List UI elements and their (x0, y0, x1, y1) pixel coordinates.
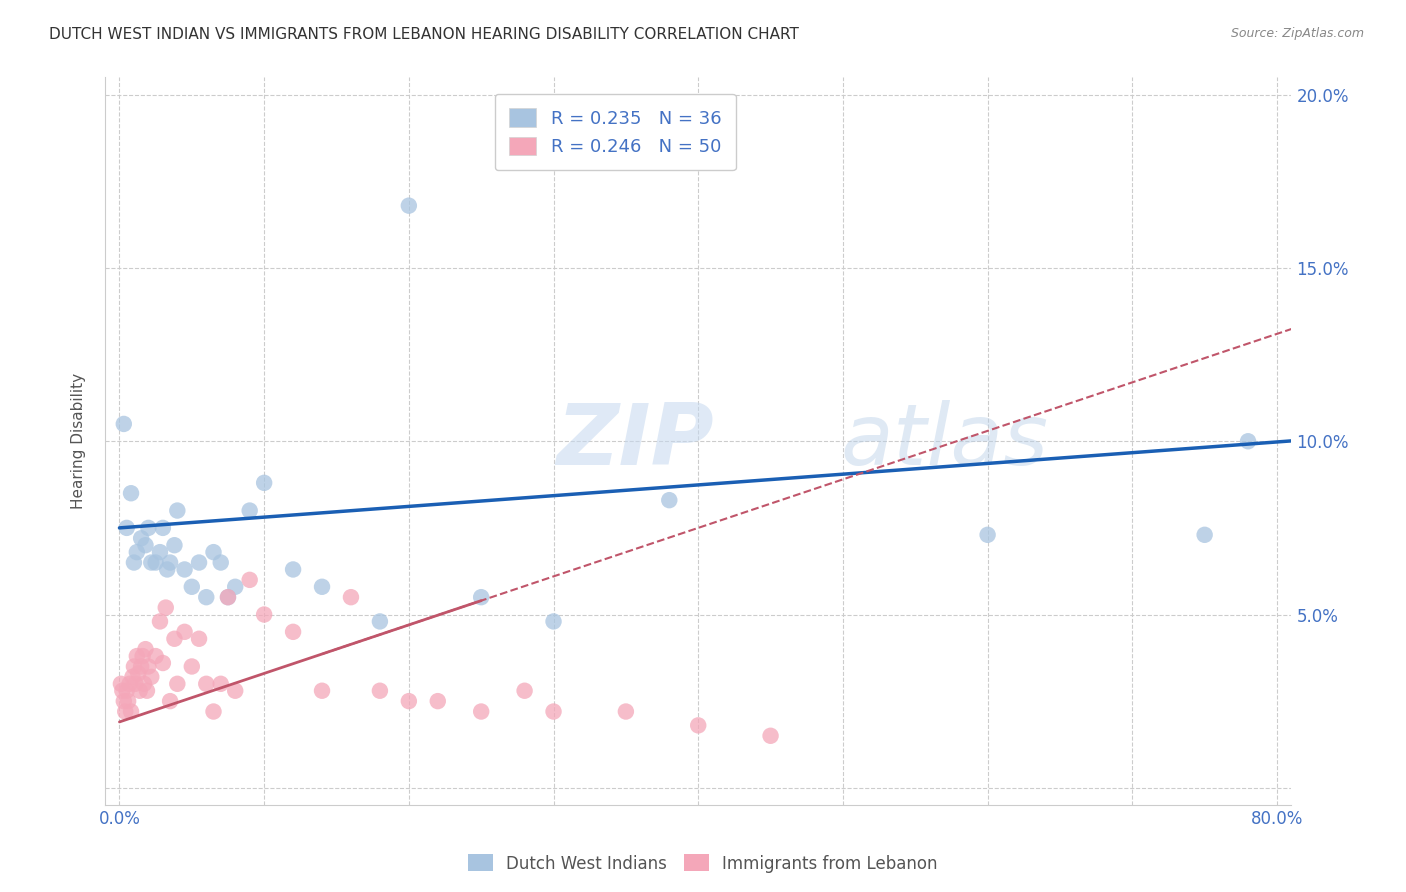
Point (124, 677, 146, 691)
Point (470, 705, 492, 719)
Point (166, 677, 188, 691)
Point (131, 649, 153, 664)
Point (1194, 528, 1216, 542)
Point (340, 590, 363, 604)
Point (195, 590, 218, 604)
Point (188, 556, 211, 570)
Point (239, 573, 262, 587)
Point (614, 705, 637, 719)
Text: atlas: atlas (841, 400, 1049, 483)
Point (239, 503, 262, 517)
Point (173, 562, 195, 576)
Point (155, 600, 177, 615)
Point (180, 659, 202, 673)
Point (159, 694, 181, 708)
Point (110, 677, 132, 691)
Point (281, 562, 304, 576)
Point (1237, 434, 1260, 449)
Point (134, 642, 156, 657)
Point (163, 538, 186, 552)
Point (253, 475, 276, 490)
Point (311, 580, 333, 594)
Point (149, 615, 172, 629)
Point (141, 670, 163, 684)
Point (111, 683, 134, 698)
Point (209, 556, 232, 570)
Legend: Dutch West Indians, Immigrants from Lebanon: Dutch West Indians, Immigrants from Leba… (461, 847, 945, 880)
Point (118, 677, 141, 691)
Point (688, 718, 710, 732)
Point (398, 694, 420, 708)
Point (117, 694, 139, 708)
Point (470, 590, 492, 604)
Point (115, 683, 138, 698)
Point (112, 694, 135, 708)
Point (368, 615, 391, 629)
Point (543, 615, 565, 629)
Point (152, 656, 174, 670)
Text: Source: ZipAtlas.com: Source: ZipAtlas.com (1230, 27, 1364, 40)
Point (145, 649, 167, 664)
Point (120, 486, 142, 500)
Point (209, 677, 232, 691)
Point (112, 417, 135, 431)
Point (132, 677, 155, 691)
Text: DUTCH WEST INDIAN VS IMMIGRANTS FROM LEBANON HEARING DISABILITY CORRELATION CHAR: DUTCH WEST INDIAN VS IMMIGRANTS FROM LEB… (49, 27, 799, 42)
Point (149, 545, 172, 559)
Point (129, 659, 152, 673)
Point (134, 538, 156, 552)
Point (426, 694, 449, 708)
Point (125, 545, 148, 559)
Point (125, 649, 148, 664)
Point (368, 683, 391, 698)
Point (120, 705, 142, 719)
Point (122, 556, 145, 570)
Point (202, 705, 225, 719)
Point (543, 705, 565, 719)
Y-axis label: Hearing Disability: Hearing Disability (72, 373, 86, 509)
Legend: R = 0.235   N = 36, R = 0.246   N = 50: R = 0.235 N = 36, R = 0.246 N = 50 (495, 94, 735, 170)
Point (759, 729, 782, 743)
Point (224, 683, 246, 698)
Point (129, 531, 152, 545)
Point (281, 624, 304, 639)
Point (115, 521, 138, 535)
Point (122, 659, 145, 673)
Point (224, 580, 246, 594)
Point (145, 556, 167, 570)
Point (138, 521, 160, 535)
Point (152, 521, 174, 535)
Point (202, 545, 225, 559)
Point (253, 607, 276, 622)
Point (311, 683, 333, 698)
Point (180, 580, 202, 594)
Point (976, 528, 998, 542)
Point (513, 683, 536, 698)
Point (141, 556, 163, 570)
Point (188, 632, 211, 646)
Point (121, 670, 143, 684)
Point (173, 624, 195, 639)
Point (127, 666, 149, 681)
Point (138, 659, 160, 673)
Point (114, 705, 136, 719)
Point (163, 632, 186, 646)
Point (398, 199, 420, 213)
Point (166, 503, 188, 517)
Text: ZIP: ZIP (555, 400, 713, 483)
Point (658, 493, 681, 508)
Point (159, 556, 181, 570)
Point (195, 677, 218, 691)
Point (217, 590, 239, 604)
Point (217, 590, 239, 604)
Point (156, 562, 179, 576)
Point (128, 683, 150, 698)
Point (136, 683, 159, 698)
